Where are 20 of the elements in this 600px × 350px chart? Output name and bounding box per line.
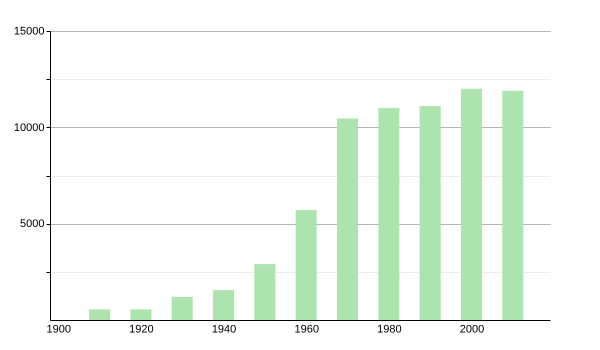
bar	[378, 108, 400, 320]
y-tick-label: 15000	[14, 26, 44, 38]
x-tick-label: 1960	[294, 324, 319, 336]
bar	[172, 296, 193, 320]
bar	[254, 264, 276, 320]
bar	[130, 309, 152, 320]
x-tick-label: 1900	[46, 324, 72, 336]
bar	[337, 118, 358, 320]
y-tick-label: 5000	[20, 218, 44, 230]
bar	[213, 290, 234, 320]
bar	[502, 90, 524, 320]
bar	[296, 210, 317, 320]
x-tick-label: 1920	[129, 324, 154, 336]
bar	[420, 106, 441, 320]
bar	[460, 88, 482, 320]
y-tick-label: 10000	[14, 122, 44, 134]
x-tick-label: 1980	[377, 324, 402, 336]
x-tick-label: 2000	[460, 324, 484, 336]
bar	[89, 309, 110, 320]
x-tick-label: 1940	[212, 324, 236, 336]
